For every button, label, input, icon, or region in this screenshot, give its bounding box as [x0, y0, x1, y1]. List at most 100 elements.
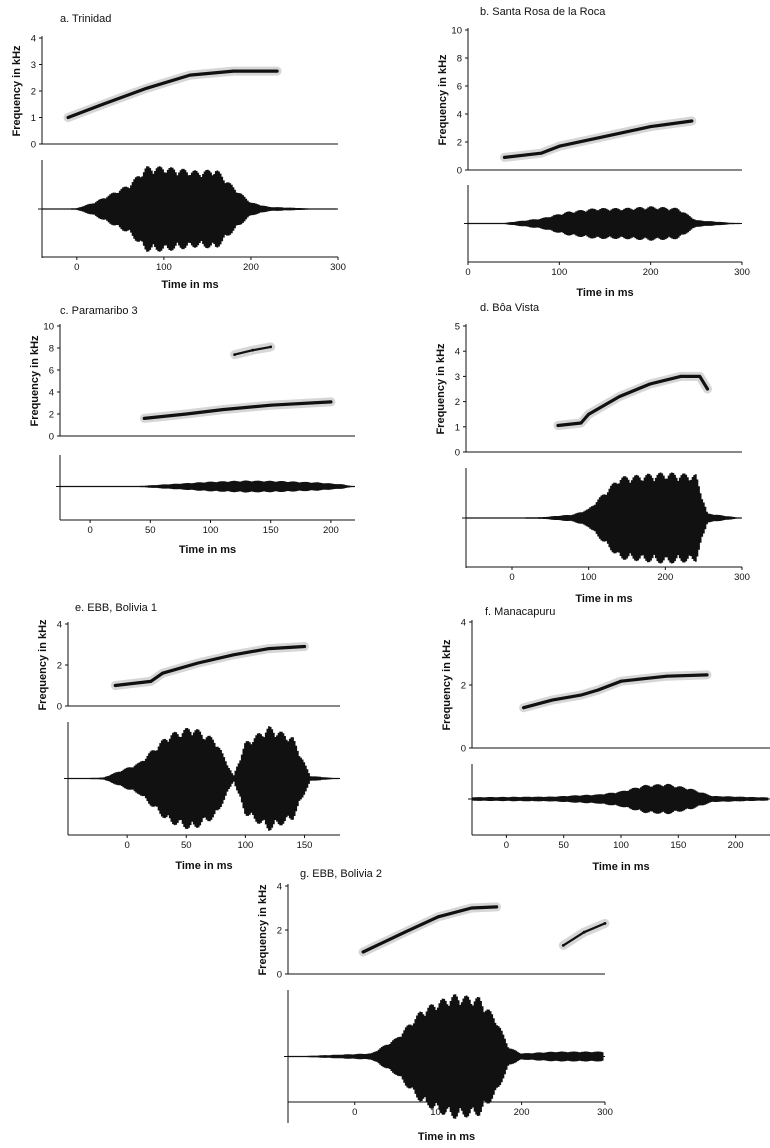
freq-tick-label: 4	[455, 347, 460, 358]
time-tick-label: 150	[263, 525, 279, 536]
y-axis-label: Frequency in kHz	[437, 54, 449, 146]
call-trace-point	[101, 102, 105, 106]
call-trace-point	[550, 698, 554, 702]
time-tick-label: 300	[734, 267, 750, 278]
freq-tick-label: 0	[461, 744, 466, 755]
oscillogram-waveform	[468, 206, 741, 241]
call-trace-point	[698, 375, 702, 378]
oscillogram-waveform	[472, 783, 769, 815]
call-trace-point	[232, 69, 235, 73]
y-axis-label: Frequency in kHz	[11, 45, 23, 137]
freq-tick-label: 0	[31, 140, 36, 151]
call-trace-point	[648, 382, 652, 386]
panel-f: f. Manacapuru 0 2 4 Frequency in kHz 0 50 100…	[441, 606, 770, 873]
call-trace-point	[679, 375, 683, 378]
oscillogram-g: 0 100 200 300 Time in ms	[284, 990, 613, 1143]
time-tick-label: 200	[514, 1107, 530, 1118]
time-tick-label: 50	[558, 840, 569, 851]
call-trace-point	[579, 421, 583, 425]
freq-tick-label: 0	[49, 432, 54, 443]
spectrogram-f: 0 2 4 Frequency in kHz	[441, 618, 770, 755]
time-tick-label: 0	[87, 525, 92, 536]
y-axis-label: Frequency in kHz	[435, 343, 447, 435]
panel-b: b. Santa Rosa de la Roca 0 2 4 6 8 10 Frequenc…	[437, 6, 750, 299]
freq-tick-label: 2	[57, 661, 62, 672]
freq-tick-label: 10	[451, 26, 462, 37]
call-trace	[556, 374, 710, 428]
x-axis-label: Time in ms	[175, 860, 232, 872]
panel-g: g. EBB, Bolivia 2 0 2 4 Frequency in kHz 0 1…	[257, 868, 613, 1143]
panel-title-g: g. EBB, Bolivia 2	[300, 868, 382, 880]
time-tick-label: 100	[237, 840, 253, 851]
freq-tick-label: 4	[31, 34, 36, 45]
call-trace-point	[556, 424, 560, 427]
spectrogram-a: 0 1 2 3 4 Frequency in kHz	[11, 34, 338, 151]
call-trace-point	[596, 688, 600, 692]
call-trace-point	[188, 73, 192, 77]
y-axis-label: Frequency in kHz	[257, 884, 269, 976]
freq-tick-label: 0	[57, 702, 62, 713]
call-trace-point	[221, 408, 225, 411]
call-trace	[66, 69, 279, 120]
time-tick-label: 300	[597, 1107, 613, 1118]
call-trace-halo	[110, 642, 309, 690]
call-trace-halo	[553, 371, 712, 430]
call-trace-point	[579, 693, 583, 697]
freq-tick-label: 5	[455, 322, 460, 333]
oscillogram-waveform	[466, 472, 742, 564]
freq-tick-label: 2	[455, 397, 460, 408]
oscillogram-b: 0 100 200 300 Time in ms	[464, 185, 750, 299]
call-trace-point	[251, 348, 255, 352]
y-axis-label: Frequency in kHz	[29, 335, 41, 427]
call-trace-point	[329, 400, 333, 404]
freq-tick-label: 8	[49, 344, 54, 355]
call-trace-point	[603, 922, 607, 925]
oscillogram-waveform	[288, 994, 604, 1119]
panel-title-a: a. Trinidad	[60, 13, 111, 25]
time-tick-label: 100	[430, 1107, 446, 1118]
freq-tick-label: 4	[461, 618, 466, 629]
panel-e: e. EBB, Bolivia 1 0 2 4 Frequency in kHz 0 5…	[37, 602, 340, 872]
call-trace-point	[269, 403, 273, 407]
time-tick-label: 0	[465, 267, 470, 278]
call-trace-point	[665, 674, 669, 678]
spectrogram-d: 0 1 2 3 4 5 Frequency in kHz	[435, 322, 742, 459]
freq-tick-label: 4	[57, 620, 62, 631]
call-trace-halo	[519, 670, 712, 713]
call-trace-point	[145, 86, 148, 90]
time-tick-label: 100	[581, 572, 597, 583]
panel-title-e: e. EBB, Bolivia 1	[75, 602, 157, 614]
freq-tick-label: 4	[457, 110, 462, 121]
call-trace-point	[470, 906, 473, 910]
call-trace-point	[503, 156, 506, 159]
time-tick-label: 200	[643, 267, 659, 278]
time-tick-label: 200	[323, 525, 339, 536]
oscillogram-a: 0 100 200 300 Time in ms	[38, 160, 346, 291]
call-trace-point	[196, 661, 200, 665]
call-trace-point	[161, 671, 165, 675]
call-trace-point	[185, 412, 188, 416]
freq-tick-label: 4	[49, 388, 54, 399]
time-tick-label: 100	[613, 840, 629, 851]
time-tick-label: 0	[352, 1107, 357, 1118]
spectrogram-e: 0 2 4 Frequency in kHz	[37, 619, 340, 713]
call-trace-point	[603, 135, 607, 138]
call-trace-point	[275, 69, 279, 73]
panel-a: a. Trinidad 0 1 2 3 4 Frequency in kHz 0 100 20…	[11, 13, 346, 291]
spectrogram-b: 0 2 4 6 8 10 Frequency in kHz	[437, 26, 742, 177]
oscillogram-waveform	[42, 166, 337, 252]
freq-tick-label: 3	[455, 372, 460, 383]
call-trace-point	[690, 119, 694, 123]
time-tick-label: 300	[734, 572, 750, 583]
panel-title-f: f. Manacapuru	[485, 606, 555, 618]
freq-tick-label: 1	[31, 113, 36, 124]
x-axis-label: Time in ms	[576, 287, 633, 299]
call-trace-point	[522, 706, 525, 710]
call-trace-point	[582, 930, 586, 934]
freq-tick-label: 6	[49, 366, 54, 377]
call-trace-point	[269, 345, 273, 349]
x-axis-label: Time in ms	[161, 279, 218, 291]
time-tick-label: 0	[124, 840, 129, 851]
